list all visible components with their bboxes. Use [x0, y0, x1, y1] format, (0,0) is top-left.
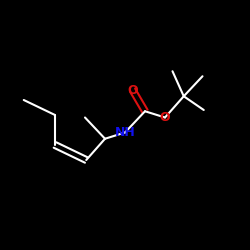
Text: O: O — [160, 111, 170, 124]
Text: NH: NH — [114, 126, 136, 139]
Text: O: O — [127, 84, 138, 96]
